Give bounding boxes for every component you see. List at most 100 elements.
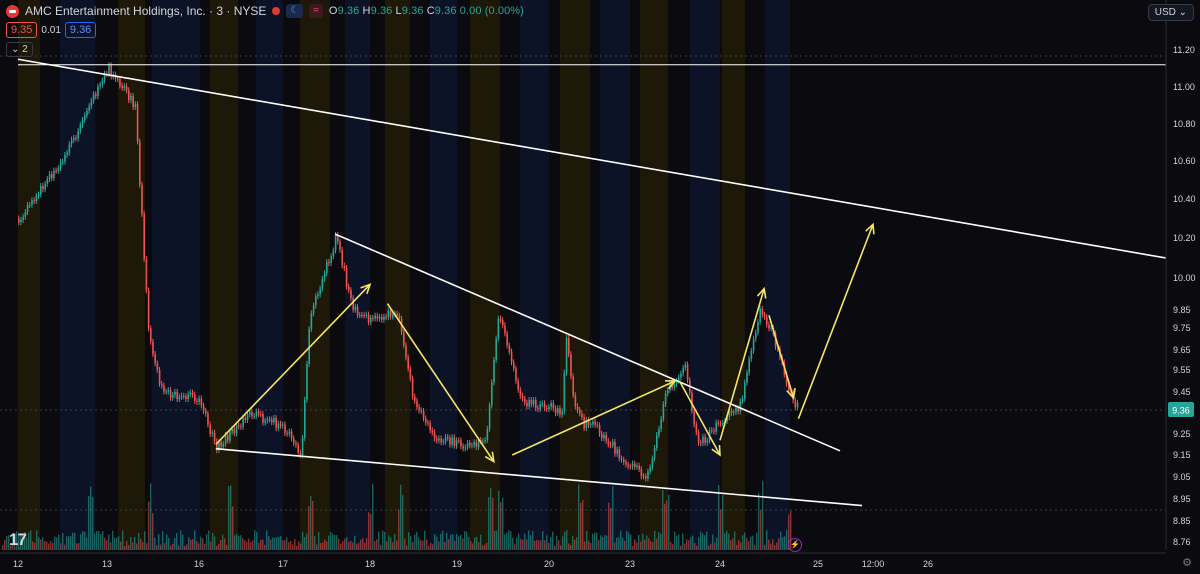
- x-tick-label: 25: [813, 559, 823, 569]
- y-tick-label: 9.85: [1173, 305, 1191, 315]
- candle-body: [561, 411, 563, 415]
- volume-bar: [120, 541, 122, 550]
- candle-body: [770, 327, 772, 329]
- candle-body: [594, 421, 596, 425]
- volume-bar: [578, 484, 580, 550]
- volume-bar: [392, 542, 394, 550]
- candle-body: [517, 380, 519, 390]
- volume-bar: [650, 540, 652, 550]
- volume-bar: [448, 539, 450, 550]
- candle-body: [730, 411, 733, 413]
- session-band: [152, 0, 200, 550]
- volume-bar: [538, 540, 540, 550]
- candle-body: [631, 463, 634, 467]
- candle-body: [524, 398, 526, 403]
- candle-body: [154, 354, 156, 364]
- volume-bar: [80, 534, 82, 550]
- volume-bar: [276, 537, 278, 550]
- symbol-title[interactable]: AMC Entertainment Holdings, Inc. · 3 · N…: [25, 4, 267, 18]
- candle-body: [198, 398, 200, 402]
- volume-bar: [326, 541, 328, 550]
- candle-body: [473, 442, 475, 446]
- volume-bar: [36, 530, 38, 550]
- volume-bar: [42, 537, 44, 550]
- candle-body: [68, 144, 71, 153]
- candle-body: [477, 439, 480, 448]
- candle-body: [579, 410, 581, 414]
- candle-body: [376, 315, 379, 319]
- volume-bar: [118, 536, 120, 550]
- volume-bar: [364, 542, 366, 550]
- candle-body: [352, 298, 354, 310]
- volume-bar: [428, 545, 430, 550]
- candle-body: [343, 265, 346, 269]
- candle-body: [504, 325, 506, 334]
- sell-button[interactable]: 9.35: [6, 22, 38, 38]
- candle-body: [587, 419, 590, 425]
- volume-bar: [456, 533, 458, 550]
- volume-bar: [68, 536, 70, 550]
- candle-body: [515, 368, 517, 381]
- candle-body: [389, 310, 392, 317]
- arrow-line: [797, 224, 874, 420]
- candle-body: [409, 368, 412, 379]
- volume-bar: [74, 533, 76, 550]
- volume-bar: [146, 543, 148, 550]
- volume-bar: [30, 530, 32, 550]
- volume-bar: [112, 530, 114, 550]
- arrow-head: [360, 283, 372, 295]
- data-badge[interactable]: ≈: [309, 4, 323, 18]
- volume-bar: [530, 535, 532, 550]
- volume-bar: [270, 539, 272, 550]
- volume-bar: [158, 534, 160, 550]
- volume-bar: [140, 538, 142, 550]
- volume-bar: [4, 540, 6, 550]
- candle-body: [667, 389, 669, 394]
- candle-body: [348, 286, 350, 291]
- candle-body: [420, 410, 423, 412]
- indicator-toggle[interactable]: ⌄ 2: [6, 42, 33, 57]
- volume-bar: [284, 540, 286, 550]
- volume-bar: [734, 531, 736, 550]
- volume-bar: [218, 543, 220, 550]
- settings-icon[interactable]: ⚙: [1182, 557, 1192, 569]
- candle-body: [746, 372, 748, 383]
- candle-body: [673, 383, 676, 388]
- volume-bar: [378, 531, 380, 550]
- volume-bar: [476, 536, 478, 550]
- candle-body: [117, 78, 119, 80]
- candle-body: [788, 383, 790, 391]
- volume-bar: [724, 533, 726, 550]
- lightning-icon[interactable]: ⚡: [788, 538, 802, 552]
- volume-bar: [406, 545, 408, 550]
- volume-bar: [382, 530, 384, 550]
- candle-body: [20, 219, 22, 223]
- x-tick-label: 12:00: [862, 559, 885, 569]
- volume-bar: [84, 531, 86, 550]
- buy-button[interactable]: 9.36: [64, 22, 97, 38]
- volume-bar: [736, 544, 738, 550]
- volume-bar: [678, 534, 680, 550]
- volume-bar: [780, 531, 782, 550]
- volume-bar: [524, 533, 526, 550]
- candle-body: [550, 403, 552, 407]
- candle-body: [484, 439, 486, 442]
- volume-bar: [184, 545, 186, 550]
- candle-body: [761, 308, 764, 315]
- currency-button[interactable]: USD ⌄: [1147, 4, 1194, 21]
- candle-body: [321, 278, 324, 289]
- candle-body: [62, 161, 64, 163]
- volume-bar: [458, 536, 460, 550]
- volume-bar: [422, 540, 424, 550]
- volume-bar: [374, 541, 376, 550]
- volume-bar: [624, 540, 626, 550]
- volume-bar: [768, 539, 770, 550]
- volume-bar: [366, 538, 368, 550]
- volume-bar: [702, 533, 704, 550]
- volume-bar: [312, 500, 314, 550]
- volume-bar: [756, 532, 758, 550]
- session-band: [256, 0, 283, 550]
- candle-body: [744, 382, 746, 399]
- market-hours-badge[interactable]: ☾: [286, 4, 304, 18]
